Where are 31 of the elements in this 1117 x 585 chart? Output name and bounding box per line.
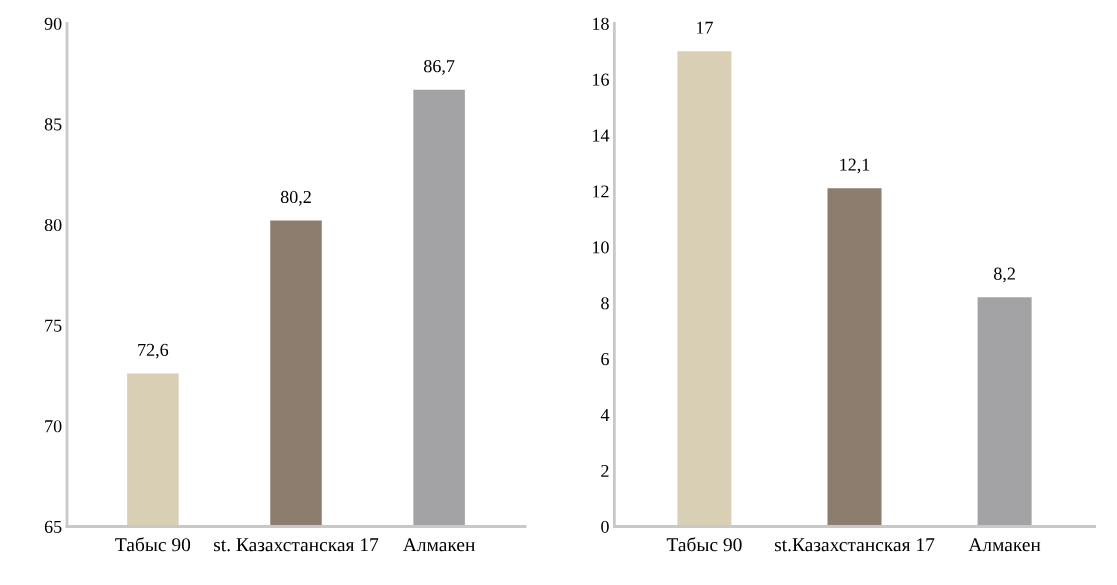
x-tick-label: st. Казахстанская 17 xyxy=(214,538,379,552)
y-tick-label: 6 xyxy=(601,353,609,366)
bar xyxy=(827,188,882,527)
data-label: 80,2 xyxy=(280,190,311,206)
data-label: 12,1 xyxy=(840,158,870,174)
y-tick-label: 90 xyxy=(44,17,62,30)
x-tick-label: Алмакен xyxy=(968,538,1041,552)
y-tick-label: 85 xyxy=(44,118,62,131)
x-tick-label: Табыс 90 xyxy=(666,537,742,552)
y-tick-label: 80 xyxy=(44,218,62,232)
x-tick-label: Табыс 90 xyxy=(115,537,191,552)
bar xyxy=(677,51,732,527)
y-tick-label: 65 xyxy=(44,520,62,533)
y-tick-label: 4 xyxy=(600,409,610,421)
y-tick-label: 8 xyxy=(601,297,609,310)
y-tick-label: 2 xyxy=(601,464,609,477)
y-tick-label: 70 xyxy=(45,420,62,433)
y-tick-label: 18 xyxy=(593,17,609,30)
x-tick-label: st.Казахстанская 17 xyxy=(774,538,935,552)
bar xyxy=(977,297,1032,527)
y-tick-label: 10 xyxy=(593,241,609,254)
data-label: 86,7 xyxy=(424,60,455,75)
y-tick-label: 14 xyxy=(593,129,610,142)
y-tick-label: 16 xyxy=(593,73,609,86)
data-label: 17 xyxy=(696,21,713,34)
x-tick-label: Алмакен xyxy=(403,538,475,552)
y-tick-label: 12 xyxy=(593,185,609,198)
data-label: 8,2 xyxy=(994,267,1015,283)
y-tick-label: 0 xyxy=(601,520,609,533)
data-label: 72,6 xyxy=(138,343,169,359)
y-tick-label: 75 xyxy=(45,319,62,332)
